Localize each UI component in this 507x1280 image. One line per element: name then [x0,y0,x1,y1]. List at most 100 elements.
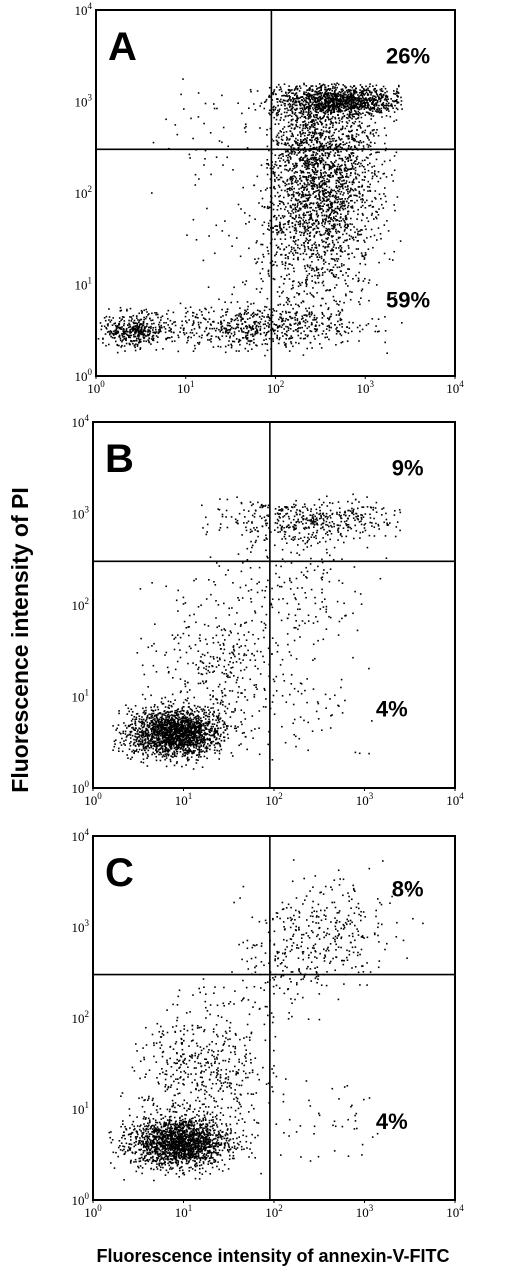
data-point [278,100,281,102]
data-point [353,97,355,99]
data-point [349,104,352,106]
data-point [298,146,300,149]
data-point [287,195,290,197]
data-point [141,323,143,325]
data-point [354,91,357,93]
data-point [173,331,175,334]
data-point [300,141,303,144]
data-point [112,317,114,319]
data-point [362,112,364,114]
data-point [316,189,319,192]
data-point [385,104,387,107]
data-point [324,120,327,122]
data-point [268,317,271,320]
data-point [97,338,100,340]
data-point [132,340,135,342]
data-point [329,147,332,149]
data-point [299,103,302,106]
data-point [294,243,297,245]
data-point [126,310,128,312]
data-point [299,116,302,119]
data-point [333,164,335,166]
data-point [321,205,323,208]
data-point [330,326,332,329]
data-point [315,171,318,173]
data-point [259,332,262,335]
data-point [359,303,361,306]
data-point [247,330,250,332]
data-point [319,233,321,236]
data-point [298,282,301,285]
data-point [349,106,352,108]
data-point [305,107,308,110]
data-point [303,212,305,214]
data-point [284,208,286,211]
data-point [301,315,303,318]
data-point [320,145,323,148]
data-point [309,210,312,213]
data-point [339,319,342,322]
data-point [337,114,339,116]
data-point [150,325,152,328]
data-point [278,214,280,217]
data-point [155,331,158,333]
data-point [111,332,114,335]
data-point [289,337,291,340]
data-point [224,330,227,333]
data-point [361,184,364,187]
data-point [379,233,382,235]
data-point [141,720,144,723]
data-point [286,139,288,141]
data-point [252,335,255,337]
data-point [306,179,308,181]
data-point [345,180,348,182]
data-point [276,233,279,236]
data-point [332,96,334,98]
data-point [303,320,305,322]
data-point [359,89,361,91]
data-point [353,99,355,102]
data-point [262,233,265,235]
data-point [290,176,292,178]
data-point [318,147,321,149]
data-point [284,267,286,270]
data-point [204,158,206,160]
data-point [309,126,311,128]
data-point [381,96,383,98]
data-point [289,311,291,314]
data-point [350,159,352,162]
data-point [294,208,297,211]
data-point [282,94,285,97]
data-point [306,165,308,167]
data-point [281,215,284,217]
data-point [330,315,332,318]
data-point [358,181,360,183]
data-point [346,150,348,152]
data-point [177,350,180,353]
data-point [293,323,296,325]
data-point [325,241,327,244]
data-point [280,189,283,192]
data-point [323,240,325,243]
data-point [145,326,147,328]
data-point [360,229,362,231]
data-point [148,326,151,329]
data-point [311,169,314,171]
data-point [310,206,313,209]
data-point [304,207,306,209]
data-point [330,121,332,123]
data-point [321,200,324,203]
data-point [339,183,342,185]
data-point [361,288,364,290]
data-point [142,324,145,327]
data-point [340,104,342,106]
data-point [317,138,319,140]
data-point [286,99,289,102]
data-point [371,177,374,180]
data-point [340,220,343,222]
data-point [187,337,189,339]
data-point [361,131,363,134]
data-point [333,171,336,173]
data-point [371,166,373,168]
data-point [279,194,281,197]
